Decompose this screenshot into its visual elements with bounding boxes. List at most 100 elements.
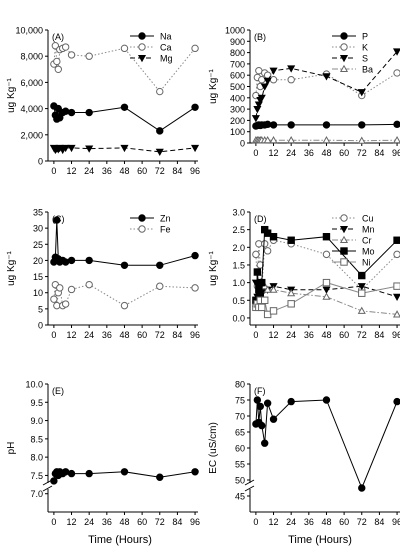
y-tick-label: 70 [235,412,245,422]
x-tick-label: 24 [84,166,94,176]
data-point [322,121,331,129]
y-tick-label: 0 [38,321,43,331]
y-tick-label: 8,000 [20,52,43,62]
axis-break-mark [244,479,255,486]
x-tick-label: 96 [392,148,400,158]
data-point [50,477,58,485]
data-point [269,415,278,423]
data-point [261,240,269,248]
x-tick-label: 12 [269,148,279,158]
x-tick-label: 84 [374,517,384,527]
x-tick-label: 96 [190,166,200,176]
y-tick-label: 1.5 [232,260,245,270]
data-point [358,121,366,129]
data-point [258,303,266,312]
data-point [287,121,295,129]
x-tick-label: 60 [339,330,349,340]
legend-marker [340,214,348,222]
x-tick-label: 48 [119,330,129,340]
x-tick-label: 12 [67,166,77,176]
data-point [322,233,331,241]
x-tick-label: 84 [374,330,384,340]
data-point [67,108,76,117]
y-tick-label: 75 [235,396,245,406]
data-point [322,286,331,294]
x-tick-label: 48 [321,330,331,340]
y-tick-label: 400 [230,93,245,103]
legend-marker [138,225,146,233]
y-tick-label: 7.0 [30,489,43,499]
data-point [287,300,295,308]
data-point [269,76,278,84]
data-point [393,135,400,144]
data-point [358,271,366,280]
y-tick-label: 10,000 [15,26,43,36]
legend-marker [340,43,348,51]
x-tick-label: 0 [253,517,258,527]
data-point [255,285,263,294]
y-tick-label: 1000 [225,26,245,36]
data-point [253,268,262,276]
y-tick-label: 8.0 [30,453,43,463]
data-point [269,121,278,129]
panel-label: (B) [254,32,266,42]
x-tick-label: 72 [155,517,165,527]
x-tick-label: 72 [357,148,367,158]
data-point [120,468,129,476]
data-point [322,250,331,259]
x-tick-label: 24 [286,330,296,340]
data-point [61,107,70,115]
y-tick-label: 500 [230,82,245,92]
y-tick-label: 2.0 [232,243,245,253]
data-point [357,283,366,291]
data-point [322,73,331,81]
data-point [85,145,94,153]
x-tick-label: 0 [253,330,258,340]
x-tick-label: 0 [51,330,56,340]
y-tick-label: 15 [33,272,43,282]
x-tick-label: 12 [269,517,279,527]
y-tick-label: 600 [230,71,245,81]
data-point [67,144,76,153]
y-tick-label: 35 [33,208,43,218]
y-tick-label: 800 [230,48,245,58]
data-point [358,484,366,492]
x-tick-label: 0 [51,517,56,527]
data-point [253,396,262,404]
x-tick-label: 24 [84,517,94,527]
y-tick-label: 8.5 [30,434,43,444]
data-point [269,135,278,144]
data-point [61,43,70,51]
y-tick-label: 0 [240,139,245,149]
y-tick-label: 0 [38,157,43,167]
data-point [393,293,400,301]
legend-marker [138,43,146,51]
data-point [260,83,269,91]
data-point [287,288,296,297]
x-tick-label: 84 [172,330,182,340]
x-tick-label: 84 [172,517,182,527]
series-line [255,399,398,490]
data-point [257,94,266,103]
x-tick-label: 60 [339,148,349,158]
data-point [357,89,366,97]
data-point [322,292,331,300]
y-tick-label: 50 [235,476,245,486]
data-point [191,284,199,292]
panel-3: 0.0 0.5 1.0 1.5 2.0 2.5 3.0 0 12 24 36 48 60 72 84 96 ug… [208,208,400,340]
legend-marker [339,225,349,234]
x-tick-label: 96 [190,330,200,340]
x-tick-label: 72 [357,330,367,340]
data-point [263,399,272,407]
data-point [358,289,366,297]
x-tick-label: 24 [286,148,296,158]
data-point [53,57,61,66]
x-tick-label: 12 [67,517,77,527]
legend-label: Na [160,32,172,42]
data-point [258,278,266,287]
data-point [263,77,272,86]
x-tick-label: 36 [102,330,112,340]
legend-label: S [362,54,368,64]
x-tick-label: 96 [392,330,400,340]
y-tick-label: 100 [230,127,245,137]
